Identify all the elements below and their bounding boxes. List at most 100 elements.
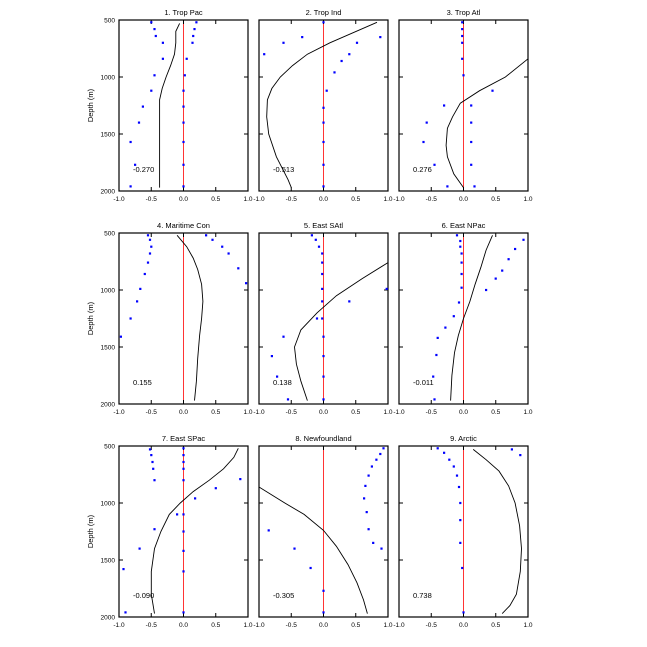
data-point: [237, 267, 240, 270]
x-tick-label: -0.5: [286, 196, 298, 203]
data-point: [433, 163, 436, 166]
x-tick-label: -1.0: [113, 622, 125, 629]
y-tick-label: 1000: [101, 288, 116, 295]
panel-7: 7. East SPac -1.0 -0.5 0.0 0.5 1.0 500 1000 1500…: [86, 434, 253, 629]
data-point: [214, 487, 217, 490]
data-point: [321, 261, 324, 264]
data-point: [182, 121, 185, 124]
panel-title: 4. Maritime Con: [157, 221, 210, 230]
x-tick-label: 0.5: [211, 622, 220, 629]
data-point: [322, 163, 325, 166]
data-point: [501, 269, 504, 272]
data-point: [457, 485, 461, 489]
data-point: [276, 375, 279, 378]
data-point: [182, 454, 185, 457]
data-point: [182, 185, 185, 188]
data-point: [470, 121, 473, 124]
data-point: [380, 547, 383, 550]
x-tick-label: -1.0: [393, 622, 405, 629]
panel-title: 5. East SAtl: [304, 221, 344, 230]
data-point: [322, 121, 325, 124]
x-tick-label: 1.0: [243, 622, 252, 629]
y-tick-label: 1000: [101, 501, 116, 508]
profile-line: [259, 486, 368, 614]
data-point: [148, 252, 152, 255]
data-point: [182, 513, 185, 516]
data-point: [182, 467, 185, 470]
data-point: [432, 375, 435, 378]
value-label: 0.276: [413, 165, 432, 174]
data-point: [459, 501, 462, 505]
data-point: [322, 185, 325, 188]
data-point: [182, 479, 185, 482]
data-point: [194, 497, 197, 500]
data-point: [375, 458, 378, 461]
panel-title: 9. Arctic: [450, 434, 477, 443]
data-point: [239, 478, 242, 481]
y-tick-label: 1500: [101, 345, 116, 352]
x-tick-label: -0.5: [146, 409, 158, 416]
x-tick-label: -0.5: [146, 622, 158, 629]
data-point: [301, 36, 304, 39]
data-point: [322, 21, 325, 24]
x-tick-label: -0.5: [426, 196, 438, 203]
data-point: [448, 458, 451, 461]
data-point: [227, 252, 230, 255]
data-point: [379, 36, 382, 39]
data-point: [161, 41, 164, 44]
data-point: [519, 454, 522, 457]
data-point: [141, 105, 144, 108]
data-point: [365, 511, 368, 514]
panel-title: 1. Trop Pac: [164, 8, 203, 17]
x-tick-label: 0.5: [491, 622, 500, 629]
x-tick-label: 0.5: [211, 196, 220, 203]
data-point: [459, 519, 462, 522]
data-point: [153, 479, 156, 482]
data-point: [470, 163, 473, 166]
data-point: [185, 57, 188, 60]
y-tick-label: 2000: [101, 615, 116, 622]
data-point: [322, 611, 325, 614]
data-point: [195, 21, 198, 24]
value-label: 0.155: [133, 378, 152, 387]
data-point: [355, 41, 359, 44]
y-axis-label: Depth (m): [86, 88, 95, 122]
data-point: [425, 121, 428, 124]
data-point: [348, 300, 351, 303]
x-tick-label: 1.0: [383, 622, 392, 629]
data-point: [364, 484, 367, 487]
data-point: [146, 234, 150, 237]
data-point: [436, 447, 439, 450]
profile-line: [266, 21, 378, 188]
y-axis-label: Depth (m): [86, 301, 95, 335]
data-point: [507, 258, 510, 261]
data-point: [322, 398, 325, 401]
data-point: [151, 460, 154, 464]
data-point: [372, 541, 375, 544]
panel-title: 7. East SPac: [162, 434, 206, 443]
data-point: [473, 185, 476, 188]
data-point: [153, 528, 156, 531]
x-tick-label: -1.0: [393, 196, 405, 203]
data-point: [321, 300, 324, 303]
x-tick-label: 0.5: [491, 409, 500, 416]
y-tick-label: 500: [104, 231, 115, 238]
data-point: [459, 245, 462, 248]
profile-line: [294, 262, 388, 401]
panel-4: 4. Maritime Con -1.0 -0.5 0.0 0.5 1.0 500 1000 1…: [86, 221, 253, 416]
data-point: [470, 104, 473, 107]
data-point: [270, 355, 273, 358]
data-point: [333, 71, 336, 74]
x-tick-label: -0.5: [146, 196, 158, 203]
panel-5: 5. East SAtl -1.0 -0.5 0.0 0.5 1.0 0.138: [253, 221, 392, 416]
x-tick-label: 0.5: [351, 409, 360, 416]
x-tick-label: 0.0: [179, 622, 188, 629]
data-point: [460, 286, 463, 289]
data-point: [510, 448, 513, 451]
x-tick-label: 0.5: [351, 196, 360, 203]
x-tick-label: 0.0: [459, 622, 468, 629]
data-point: [433, 398, 436, 401]
data-point: [314, 238, 317, 241]
data-point: [461, 57, 464, 60]
data-point: [182, 570, 185, 573]
